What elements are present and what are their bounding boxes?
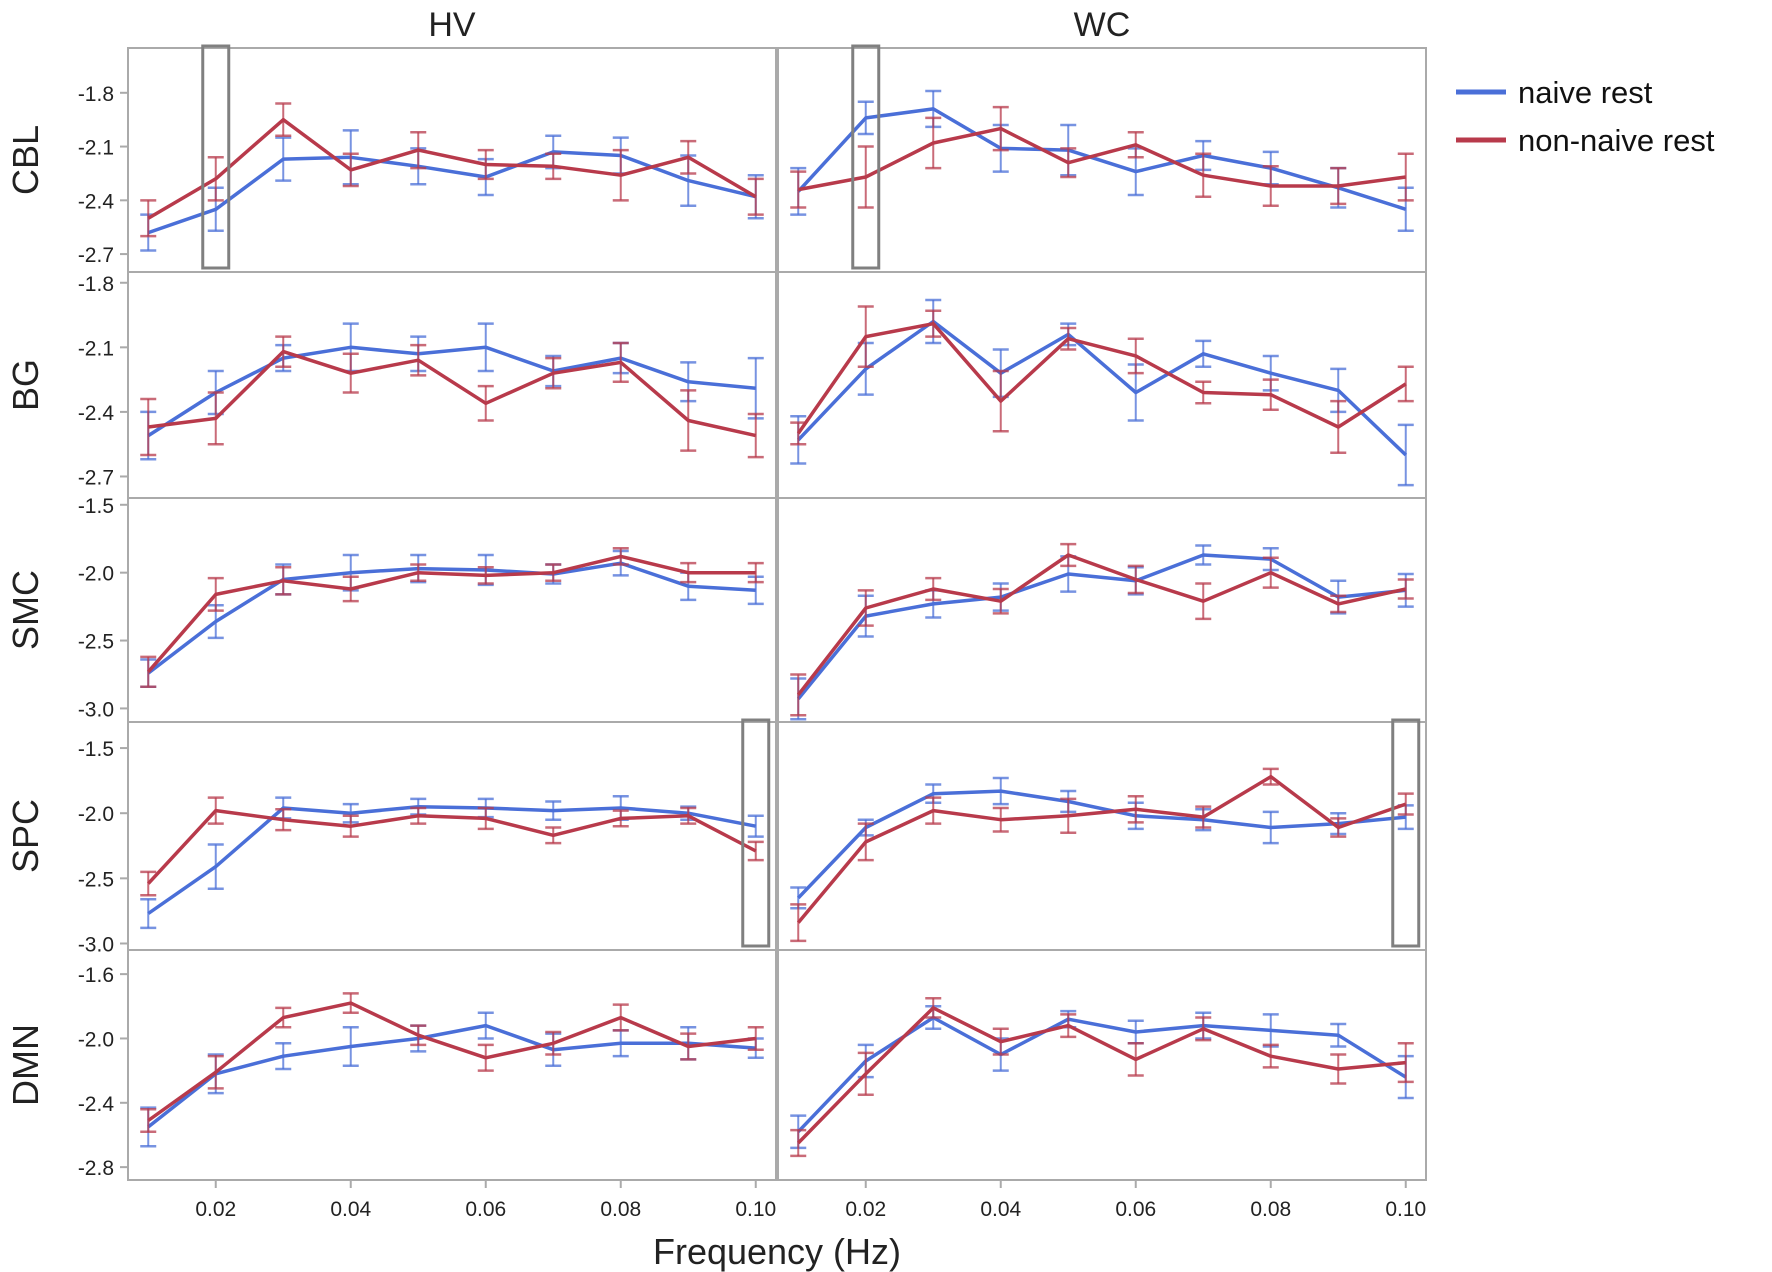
highlight-box-cbl-hv xyxy=(201,44,231,270)
y-tick-label-cbl-3: -2.7 xyxy=(78,244,114,267)
series-line-naive-spc-hv xyxy=(147,804,757,915)
y-tick-label-spc-2: -2.5 xyxy=(78,868,114,891)
y-tick-label-dmn-3: -2.8 xyxy=(78,1157,114,1180)
y-tick-label-dmn-2: -2.4 xyxy=(78,1093,115,1116)
y-tick-label-bg-3: -2.7 xyxy=(78,466,114,489)
series-line-naive-bg-hv xyxy=(147,345,756,438)
series-line-nonnaive-bg-hv xyxy=(148,349,757,438)
panel-frame-bg-wc xyxy=(777,271,1427,499)
column-title-hv: HV xyxy=(428,6,476,44)
series-line-naive-spc-wc xyxy=(797,789,1406,900)
y-tick-label-dmn-1: -2.0 xyxy=(78,1028,114,1051)
series-line-nonnaive-spc-hv xyxy=(147,808,757,885)
series-line-nonnaive-smc-wc xyxy=(796,553,1407,696)
y-tick-label-dmn-0: -1.6 xyxy=(78,964,114,987)
row-label-smc: SMC xyxy=(5,570,46,650)
x-tick-label-wc-2: 0.06 xyxy=(1115,1198,1156,1221)
y-tick-label-spc-0: -1.5 xyxy=(78,738,114,761)
series-line-naive-bg-wc xyxy=(797,319,1408,457)
x-tick-label-wc-0: 0.02 xyxy=(845,1198,886,1221)
y-tick-label-bg-2: -2.4 xyxy=(78,402,115,425)
legend-label-nonnaive: non-naive rest xyxy=(1518,123,1715,158)
x-tick-label-hv-1: 0.04 xyxy=(330,1198,371,1221)
x-tick-label-hv-3: 0.08 xyxy=(600,1198,641,1221)
highlight-box-spc-wc xyxy=(1391,718,1421,948)
series-line-nonnaive-smc-hv xyxy=(146,554,756,673)
y-tick-label-cbl-2: -2.4 xyxy=(78,190,115,213)
panel-frame-dmn-wc xyxy=(777,949,1427,1181)
y-tick-label-smc-0: -1.5 xyxy=(78,495,114,518)
y-tick-label-smc-3: -3.0 xyxy=(78,698,114,721)
y-tick-label-smc-1: -2.0 xyxy=(78,563,114,586)
series-line-naive-dmn-wc xyxy=(797,1015,1407,1133)
panel-frame-dmn-hv xyxy=(127,949,777,1181)
panel-frame-bg-hv xyxy=(127,271,777,499)
column-title-wc: WC xyxy=(1074,6,1131,44)
series-line-naive-smc-wc xyxy=(796,553,1406,701)
y-tick-label-cbl-1: -2.1 xyxy=(78,137,114,160)
y-tick-label-bg-0: -1.8 xyxy=(78,273,114,296)
x-tick-label-hv-4: 0.10 xyxy=(735,1198,776,1221)
series-line-naive-dmn-hv xyxy=(147,1023,756,1129)
series-line-nonnaive-spc-wc xyxy=(796,774,1407,924)
panel-frame-smc-wc xyxy=(777,497,1427,723)
series-line-nonnaive-bg-wc xyxy=(796,321,1407,435)
row-label-dmn: DMN xyxy=(5,1024,46,1106)
row-label-cbl: CBL xyxy=(5,125,46,195)
series-line-naive-smc-hv xyxy=(147,561,756,675)
x-tick-label-hv-0: 0.02 xyxy=(195,1198,236,1221)
highlight-box-spc-hv xyxy=(741,718,771,948)
x-tick-label-wc-4: 0.10 xyxy=(1385,1198,1426,1221)
x-tick-label-hv-2: 0.06 xyxy=(465,1198,506,1221)
y-tick-label-smc-2: -2.5 xyxy=(78,631,114,654)
legend-label-naive: naive rest xyxy=(1518,75,1653,110)
series-line-naive-cbl-wc xyxy=(797,107,1407,211)
y-tick-label-bg-1: -2.1 xyxy=(78,337,114,360)
x-axis-label: Frequency (Hz) xyxy=(653,1231,901,1272)
panel-frame-smc-hv xyxy=(127,497,777,723)
x-tick-label-wc-3: 0.08 xyxy=(1250,1198,1291,1221)
highlight-box-cbl-wc xyxy=(851,44,881,270)
series-line-nonnaive-cbl-wc xyxy=(797,126,1407,192)
row-label-spc: SPC xyxy=(5,799,46,873)
y-tick-label-spc-1: -2.0 xyxy=(78,803,114,826)
panel-frame-spc-hv xyxy=(127,721,777,951)
y-tick-label-cbl-0: -1.8 xyxy=(78,83,114,106)
x-tick-label-wc-1: 0.04 xyxy=(980,1198,1021,1221)
series-line-nonnaive-cbl-hv xyxy=(147,117,757,220)
series-line-nonnaive-dmn-hv xyxy=(147,1001,757,1122)
y-tick-label-spc-3: -3.0 xyxy=(78,933,114,956)
row-label-bg: BG xyxy=(5,359,46,411)
series-line-nonnaive-dmn-wc xyxy=(797,1006,1406,1145)
